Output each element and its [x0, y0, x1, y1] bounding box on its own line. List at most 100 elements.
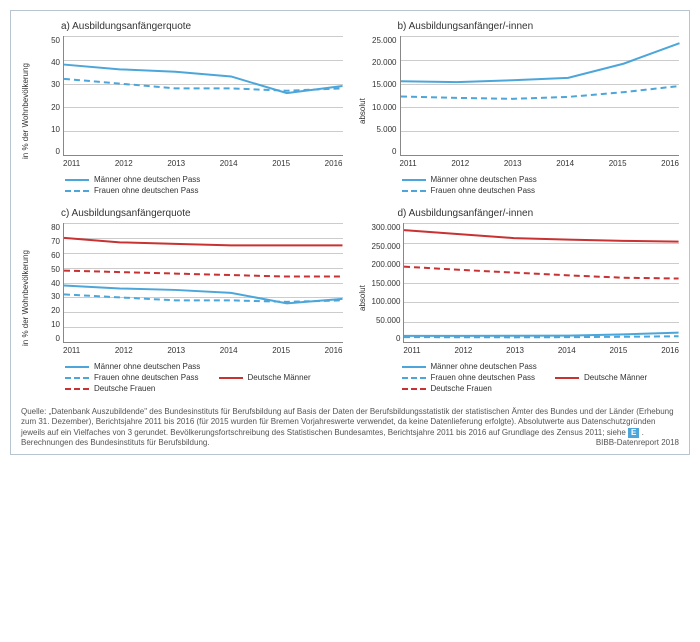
legend-label: Männer ohne deutschen Pass [431, 175, 537, 184]
chart-a-xaxis: 201120122013201420152016 [63, 156, 343, 168]
legend-label: Deutsche Männer [584, 373, 647, 382]
legend-item: Männer ohne deutschen Pass [65, 175, 200, 184]
legend-item: Frauen ohne deutschen Pass [65, 186, 199, 195]
series-m_nd [64, 65, 343, 94]
chart-d-title: d) Ausbildungsanfänger/-innen [358, 208, 680, 219]
legend-line-icon [555, 377, 579, 379]
legend-label: Männer ohne deutschen Pass [94, 175, 200, 184]
chart-b-title: b) Ausbildungsanfänger/-innen [358, 21, 680, 32]
plot-svg [404, 223, 679, 342]
chart-b-plotwrap: 201120122013201420152016 [400, 36, 680, 171]
legend-line-icon [402, 190, 426, 192]
legend-label: Frauen ohne deutschen Pass [94, 186, 199, 195]
series-m_nd [401, 43, 680, 82]
footer-text-1: Quelle: „Datenbank Auszubildende" des Bu… [21, 407, 674, 437]
legend-item: Deutsche Männer [219, 373, 339, 382]
ytick-label: 80 [35, 223, 60, 232]
chart-c-ylabel: in % der Wohnbevölkerung [21, 223, 35, 358]
footer: Quelle: „Datenbank Auszubildende" des Bu… [21, 407, 679, 449]
chart-b-plot [400, 36, 680, 156]
ytick-label: 300.000 [372, 223, 401, 232]
series-f_de [64, 271, 343, 277]
xtick-label: 2012 [115, 346, 133, 355]
chart-b: b) Ausbildungsanfänger/-innen absolut 25… [358, 21, 680, 203]
legend-item: Männer ohne deutschen Pass [402, 175, 537, 184]
ytick-label: 40 [35, 58, 60, 67]
legend-label: Deutsche Frauen [431, 384, 492, 393]
ytick-label: 15.000 [372, 80, 397, 89]
ytick-label: 60 [35, 251, 60, 260]
legend-row: Männer ohne deutschen PassFrauen ohne de… [402, 362, 680, 393]
legend-line-icon [65, 366, 89, 368]
ytick-label: 0 [372, 147, 397, 156]
ytick-label: 20 [35, 306, 60, 315]
ytick-label: 10 [35, 320, 60, 329]
xtick-label: 2016 [661, 159, 679, 168]
xtick-label: 2016 [325, 159, 343, 168]
chart-d-plot [403, 223, 679, 343]
ytick-label: 50 [35, 36, 60, 45]
plot-svg [401, 36, 680, 155]
legend-line-icon [65, 190, 89, 192]
legend-item: Männer ohne deutschen Pass [402, 362, 537, 371]
legend-line-icon [402, 366, 426, 368]
legend-a: Männer ohne deutschen Pass Frauen ohne de… [21, 171, 343, 203]
xtick-label: 2015 [272, 346, 290, 355]
xtick-label: 2016 [661, 346, 679, 355]
source-tag: BIBB-Datenreport 2018 [596, 438, 679, 448]
chart-b-xaxis: 201120122013201420152016 [400, 156, 680, 168]
legend-b: Männer ohne deutschen PassFrauen ohne de… [358, 171, 680, 203]
legend-label: Deutsche Männer [248, 373, 311, 382]
ytick-label: 50.000 [372, 316, 401, 325]
legend-item: Deutsche Männer [555, 373, 675, 382]
series-f_nd [64, 79, 343, 91]
legend-line-icon [65, 179, 89, 181]
chart-d-yaxis: 300.000250.000200.000150.000100.00050.00… [372, 223, 404, 343]
xtick-label: 2012 [115, 159, 133, 168]
series-m_nd [404, 333, 679, 336]
xtick-label: 2012 [451, 159, 469, 168]
chart-c-plotwrap: 201120122013201420152016 [63, 223, 343, 358]
ytick-label: 30 [35, 292, 60, 301]
xtick-label: 2016 [325, 346, 343, 355]
ytick-label: 5.000 [372, 125, 397, 134]
legend-row: Männer ohne deutschen PassFrauen ohne de… [65, 362, 343, 393]
ytick-label: 0 [35, 147, 60, 156]
ytick-label: 200.000 [372, 260, 401, 269]
xtick-label: 2013 [506, 346, 524, 355]
chart-b-ylabel: absolut [358, 36, 372, 171]
series-m_de [404, 230, 679, 242]
xtick-label: 2011 [63, 346, 80, 355]
plot-svg [64, 36, 343, 155]
series-m_de [64, 238, 343, 245]
chart-b-area: absolut 25.00020.00015.00010.0005.0000 2… [358, 36, 680, 171]
xtick-label: 2015 [609, 159, 627, 168]
chart-d: d) Ausbildungsanfänger/-innen absolut 30… [358, 208, 680, 401]
legend-line-icon [65, 377, 89, 379]
chart-c-area: in % der Wohnbevölkerung 807060504030201… [21, 223, 343, 358]
xtick-label: 2014 [220, 346, 238, 355]
chart-a: a) Ausbildungsanfängerquote in % der Woh… [21, 21, 343, 203]
legend-line-icon [402, 377, 426, 379]
chart-a-area: in % der Wohnbevölkerung 50403020100 201… [21, 36, 343, 171]
xtick-label: 2014 [220, 159, 238, 168]
ytick-label: 20 [35, 103, 60, 112]
e-badge-icon: E [628, 428, 639, 438]
chart-container: a) Ausbildungsanfängerquote in % der Woh… [10, 10, 690, 455]
ytick-label: 40 [35, 279, 60, 288]
series-f_de [404, 267, 679, 279]
ytick-label: 150.000 [372, 279, 401, 288]
chart-b-yaxis: 25.00020.00015.00010.0005.0000 [372, 36, 400, 156]
chart-d-area: absolut 300.000250.000200.000150.000100.… [358, 223, 680, 358]
legend-label: Frauen ohne deutschen Pass [94, 373, 199, 382]
chart-d-xaxis: 201120122013201420152016 [403, 343, 679, 355]
chart-d-plotwrap: 201120122013201420152016 [403, 223, 679, 358]
chart-c-plot [63, 223, 343, 343]
ytick-label: 10.000 [372, 103, 397, 112]
xtick-label: 2013 [504, 159, 522, 168]
chart-c-title: c) Ausbildungsanfängerquote [21, 208, 343, 219]
ytick-label: 70 [35, 237, 60, 246]
legend-d: Männer ohne deutschen PassFrauen ohne de… [358, 358, 680, 401]
ytick-label: 100.000 [372, 297, 401, 306]
legend-line-icon [402, 388, 426, 390]
